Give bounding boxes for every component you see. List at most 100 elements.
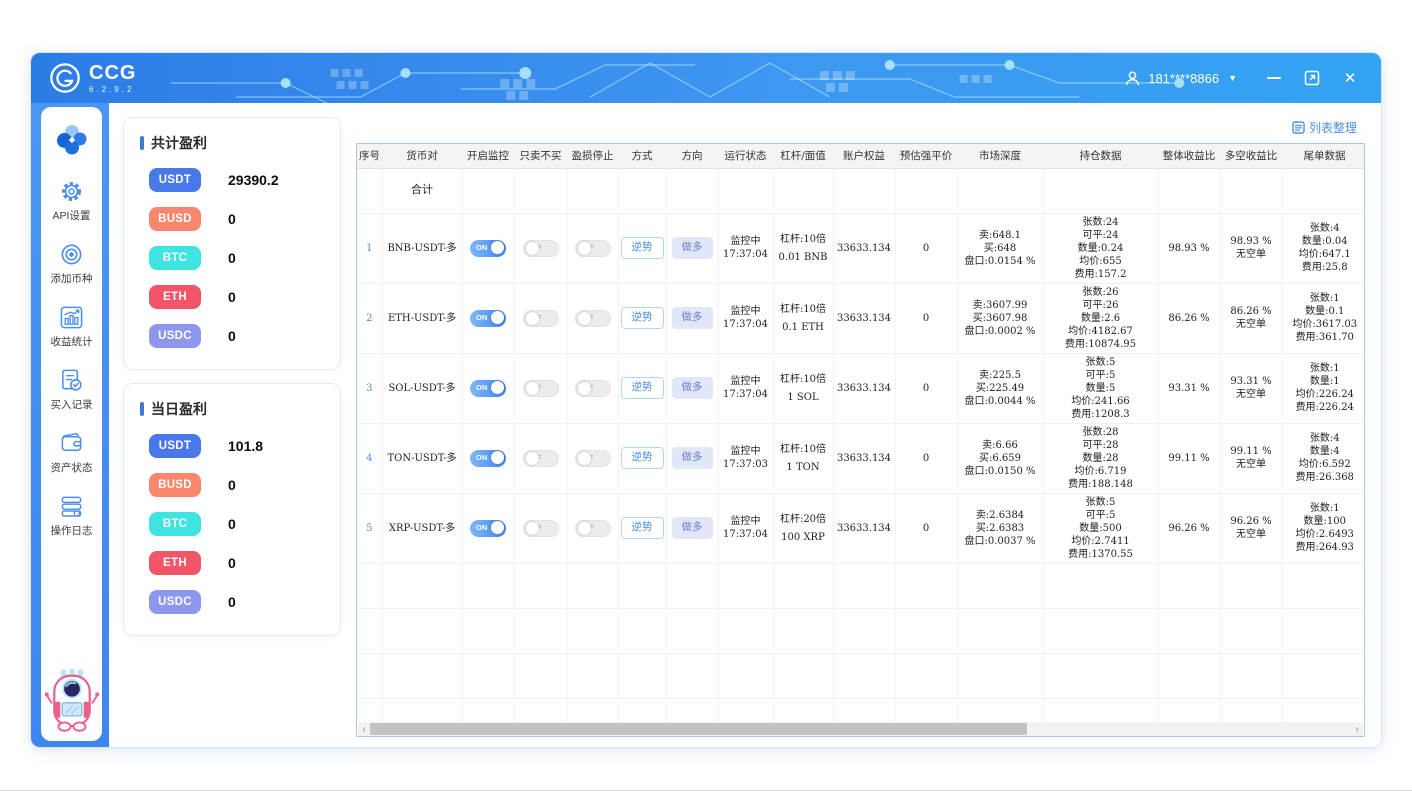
column-header: 尾单数据 (1282, 144, 1364, 169)
sidebar-item-label: 资产状态 (50, 462, 93, 474)
monitor-toggle-cell: ON (462, 423, 515, 494)
column-header: 方向 (666, 144, 718, 169)
profit-row: BUSD 0 (149, 207, 326, 231)
leverage-cell: 杠杆:10倍 0.01 BNB (773, 213, 834, 284)
direction-button[interactable]: 做多 (671, 237, 713, 259)
toggle-off[interactable]: OFF (574, 309, 611, 327)
toggle-on[interactable]: ON (470, 239, 506, 257)
exchange-logo-icon (56, 125, 86, 155)
direction-button[interactable]: 做多 (671, 517, 713, 539)
equity-cell: 33633.134 (833, 493, 896, 564)
sidebar-item-label: 买入记录 (50, 399, 93, 411)
column-header: 杠杆/面值 (773, 144, 833, 169)
long-short-ratio-cell: 93.31 % 无空单 (1220, 353, 1283, 424)
row-index: 1 (357, 213, 383, 284)
organize-list-button[interactable]: 列表整理 (1292, 119, 1357, 136)
coin-rows: USDT 29390.2 BUSD 0 BTC 0 ETH 0 USDC 0 (140, 168, 326, 348)
minimize-button[interactable] (1265, 69, 1283, 87)
sell-only-toggle-cell: OFF (514, 213, 568, 284)
direction-button[interactable]: 做多 (671, 307, 713, 329)
mode-button[interactable]: 逆势 (620, 517, 664, 539)
sidebar-item-operation-logs[interactable]: 操作日志 (51, 494, 93, 538)
toggle-knob (525, 242, 539, 255)
toggle-on[interactable]: ON (470, 379, 506, 397)
long-short-ratio-cell: 98.93 % 无空单 (1220, 213, 1283, 284)
mode-button[interactable]: 逆势 (620, 447, 664, 469)
profit-cards-column: 共计盈利 USDT 29390.2 BUSD 0 BTC 0 ETH 0 USDC 0 当日盈利 … (123, 117, 341, 739)
toggle-off[interactable]: OFF (522, 379, 559, 397)
scroll-right-arrow[interactable]: › (1355, 723, 1359, 735)
brand: CCG 6.2.9.2 (49, 62, 136, 94)
sell-only-toggle-cell: OFF (514, 493, 568, 564)
monitor-toggle-cell: ON (462, 283, 515, 354)
column-header: 运行状态 (718, 144, 773, 169)
sell-only-toggle-cell: OFF (514, 423, 568, 494)
maximize-button[interactable] (1303, 69, 1321, 87)
title-accent-bar (140, 402, 144, 416)
sidebar-item-label: 操作日志 (50, 525, 93, 537)
toggle-off[interactable]: OFF (574, 519, 611, 537)
profit-row: USDC 0 (149, 324, 326, 348)
row-index: 2 (357, 283, 383, 354)
mode-button[interactable]: 逆势 (620, 377, 664, 399)
sidebar-item-api-settings[interactable]: API设置 (52, 179, 91, 223)
toggle-on[interactable]: ON (470, 449, 506, 467)
overall-ratio-cell: 96.26 % (1158, 493, 1221, 564)
toggle-off[interactable]: OFF (522, 449, 559, 467)
toggle-knob (577, 452, 591, 465)
toggle-off[interactable]: OFF (574, 379, 611, 397)
toggle-off[interactable]: OFF (522, 519, 559, 537)
monitor-toggle-cell: ON (462, 353, 515, 424)
profit-value: 0 (228, 328, 236, 344)
column-header: 账户权益 (833, 144, 895, 169)
brand-logo-icon (50, 63, 80, 93)
depth-cell: 卖:225.5 买:225.49 盘口:0.0044 % (957, 353, 1044, 424)
column-header: 开启监控 (462, 144, 514, 169)
stop-toggle-cell: OFF (567, 423, 619, 494)
sidebar-item-add-coin[interactable]: 添加币种 (51, 242, 93, 286)
title-accent-bar (140, 136, 144, 150)
leverage-cell: 杠杆:10倍 0.1 ETH (773, 283, 834, 354)
pair-cell: SOL-USDT-多 (382, 353, 463, 424)
profit-value: 0 (228, 211, 236, 227)
table-header-row: 序号 货币对 开启监控 只卖不买 盈损停止 方式 方向 运行状态 杠杆/面值 账户权益 预估强平价市… (357, 144, 1364, 169)
column-header: 持仓数据 (1043, 144, 1158, 169)
toggle-knob (491, 521, 504, 534)
mode-button[interactable]: 逆势 (620, 307, 664, 329)
logs-icon (61, 496, 82, 517)
direction-button[interactable]: 做多 (671, 377, 713, 399)
sidebar-item-label: API设置 (52, 210, 91, 222)
sidebar-item-asset-status[interactable]: 资产状态 (51, 431, 93, 475)
direction-button[interactable]: 做多 (671, 447, 713, 469)
coin-badge: USDT (149, 434, 201, 458)
toggle-on[interactable]: ON (470, 519, 506, 537)
toggle-knob (491, 381, 504, 394)
toggle-knob (525, 522, 539, 535)
receipt-icon (62, 369, 82, 391)
toggle-off[interactable]: OFF (574, 449, 611, 467)
toggle-off[interactable]: OFF (522, 309, 559, 327)
sidebar-item-profit-stats[interactable]: 收益统计 (51, 305, 93, 349)
toggle-knob (577, 242, 591, 255)
column-header: 整体收益比 (1158, 144, 1220, 169)
position-cell: 张数:24 可平:24 数量:0.24 均价:655 费用:157.2 (1043, 213, 1159, 284)
position-cell: 张数:26 可平:26 数量:2.6 均价:4182.67 费用:10874.95 (1043, 283, 1159, 354)
toggle-off[interactable]: OFF (574, 239, 611, 257)
scroll-track[interactable] (370, 722, 1351, 736)
close-button[interactable]: ✕ (1341, 69, 1359, 87)
coin-badge: BUSD (149, 207, 201, 231)
sidebar-item-buy-records[interactable]: 买入记录 (51, 368, 93, 412)
scroll-thumb[interactable] (370, 723, 1028, 735)
h-scrollbar: ‹ › (358, 722, 1363, 736)
user-menu[interactable]: 181****8866 ▼ (1124, 70, 1237, 87)
overall-ratio-cell: 86.26 % (1158, 283, 1221, 354)
toggle-on[interactable]: ON (470, 309, 506, 327)
toggle-off[interactable]: OFF (522, 239, 559, 257)
equity-cell: 33633.134 (833, 423, 896, 494)
stop-toggle-cell: OFF (567, 283, 619, 354)
mode-button[interactable]: 逆势 (620, 237, 664, 259)
scroll-left-arrow[interactable]: ‹ (362, 723, 366, 735)
